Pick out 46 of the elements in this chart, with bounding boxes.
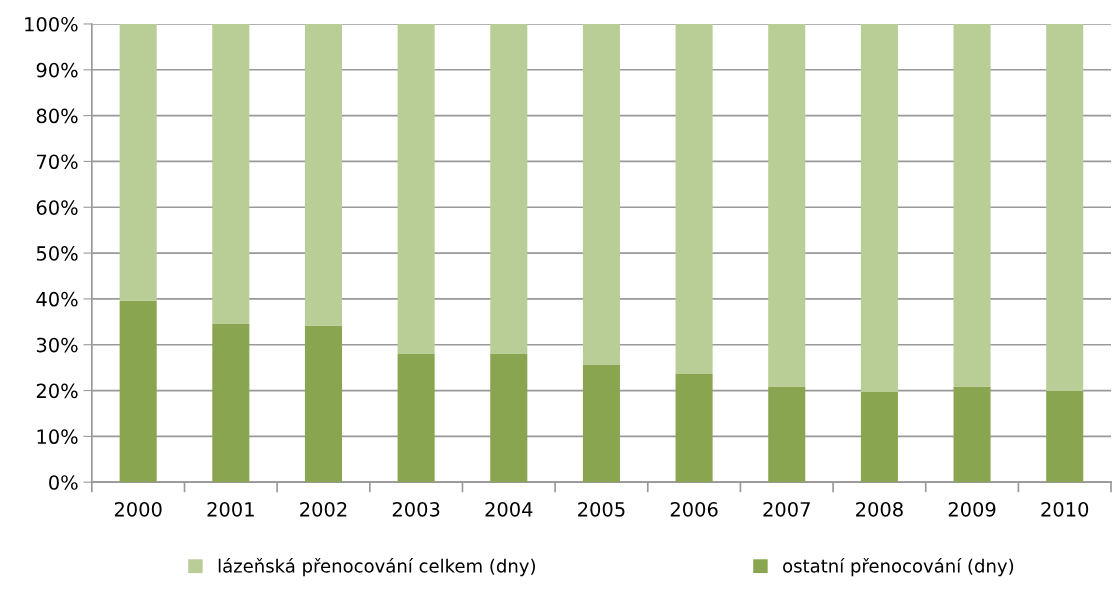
bar xyxy=(304,23,343,326)
bar xyxy=(1046,23,1084,392)
bar xyxy=(119,23,157,301)
bar xyxy=(212,324,250,483)
x-tick-label: 2001 xyxy=(207,501,254,517)
x-tick-label: 2000 xyxy=(114,501,162,517)
bar xyxy=(582,23,620,365)
y-tick-label: 100% xyxy=(25,16,78,32)
x-tick-label: 2007 xyxy=(763,501,810,517)
x-tick-label: 2006 xyxy=(670,501,718,517)
bar xyxy=(953,23,991,387)
bar xyxy=(953,386,991,483)
x-tick-label: 2005 xyxy=(578,501,625,517)
bar xyxy=(397,353,435,483)
bar xyxy=(675,374,713,483)
bar xyxy=(490,353,528,483)
y-tick-label: 30% xyxy=(36,337,78,353)
x-tick-label: 2004 xyxy=(485,501,533,517)
bar xyxy=(860,391,898,483)
y-tick-label: 40% xyxy=(36,291,78,307)
legend-label: ostatní přenocování (dny) xyxy=(783,558,1014,577)
x-tick-label: 2002 xyxy=(300,501,347,517)
bar xyxy=(768,23,806,387)
x-tick-label: 2008 xyxy=(856,501,903,517)
x-tick-label: 2010 xyxy=(1041,501,1089,517)
x-tick-label: 2003 xyxy=(392,501,440,517)
legend-label: lázeňská přenocování celkem (dny) xyxy=(218,558,535,577)
bar xyxy=(304,325,343,483)
y-tick-label: 10% xyxy=(37,429,78,445)
y-tick-label: 20% xyxy=(36,383,78,399)
bar xyxy=(1046,391,1084,483)
bar xyxy=(768,386,806,483)
y-tick-label: 50% xyxy=(36,246,78,261)
bar xyxy=(675,23,713,375)
y-tick-label: 60% xyxy=(36,200,78,215)
bar xyxy=(490,23,528,354)
bar xyxy=(397,23,435,354)
bar xyxy=(582,364,620,483)
y-tick-label: 80% xyxy=(36,108,78,124)
x-tick-label: 2009 xyxy=(948,501,996,517)
bar xyxy=(212,23,250,325)
y-tick-label: 90% xyxy=(36,62,78,78)
y-tick-label: 0% xyxy=(49,475,78,490)
bar xyxy=(119,300,157,483)
bar xyxy=(860,23,898,392)
y-tick-label: 70% xyxy=(37,154,78,170)
